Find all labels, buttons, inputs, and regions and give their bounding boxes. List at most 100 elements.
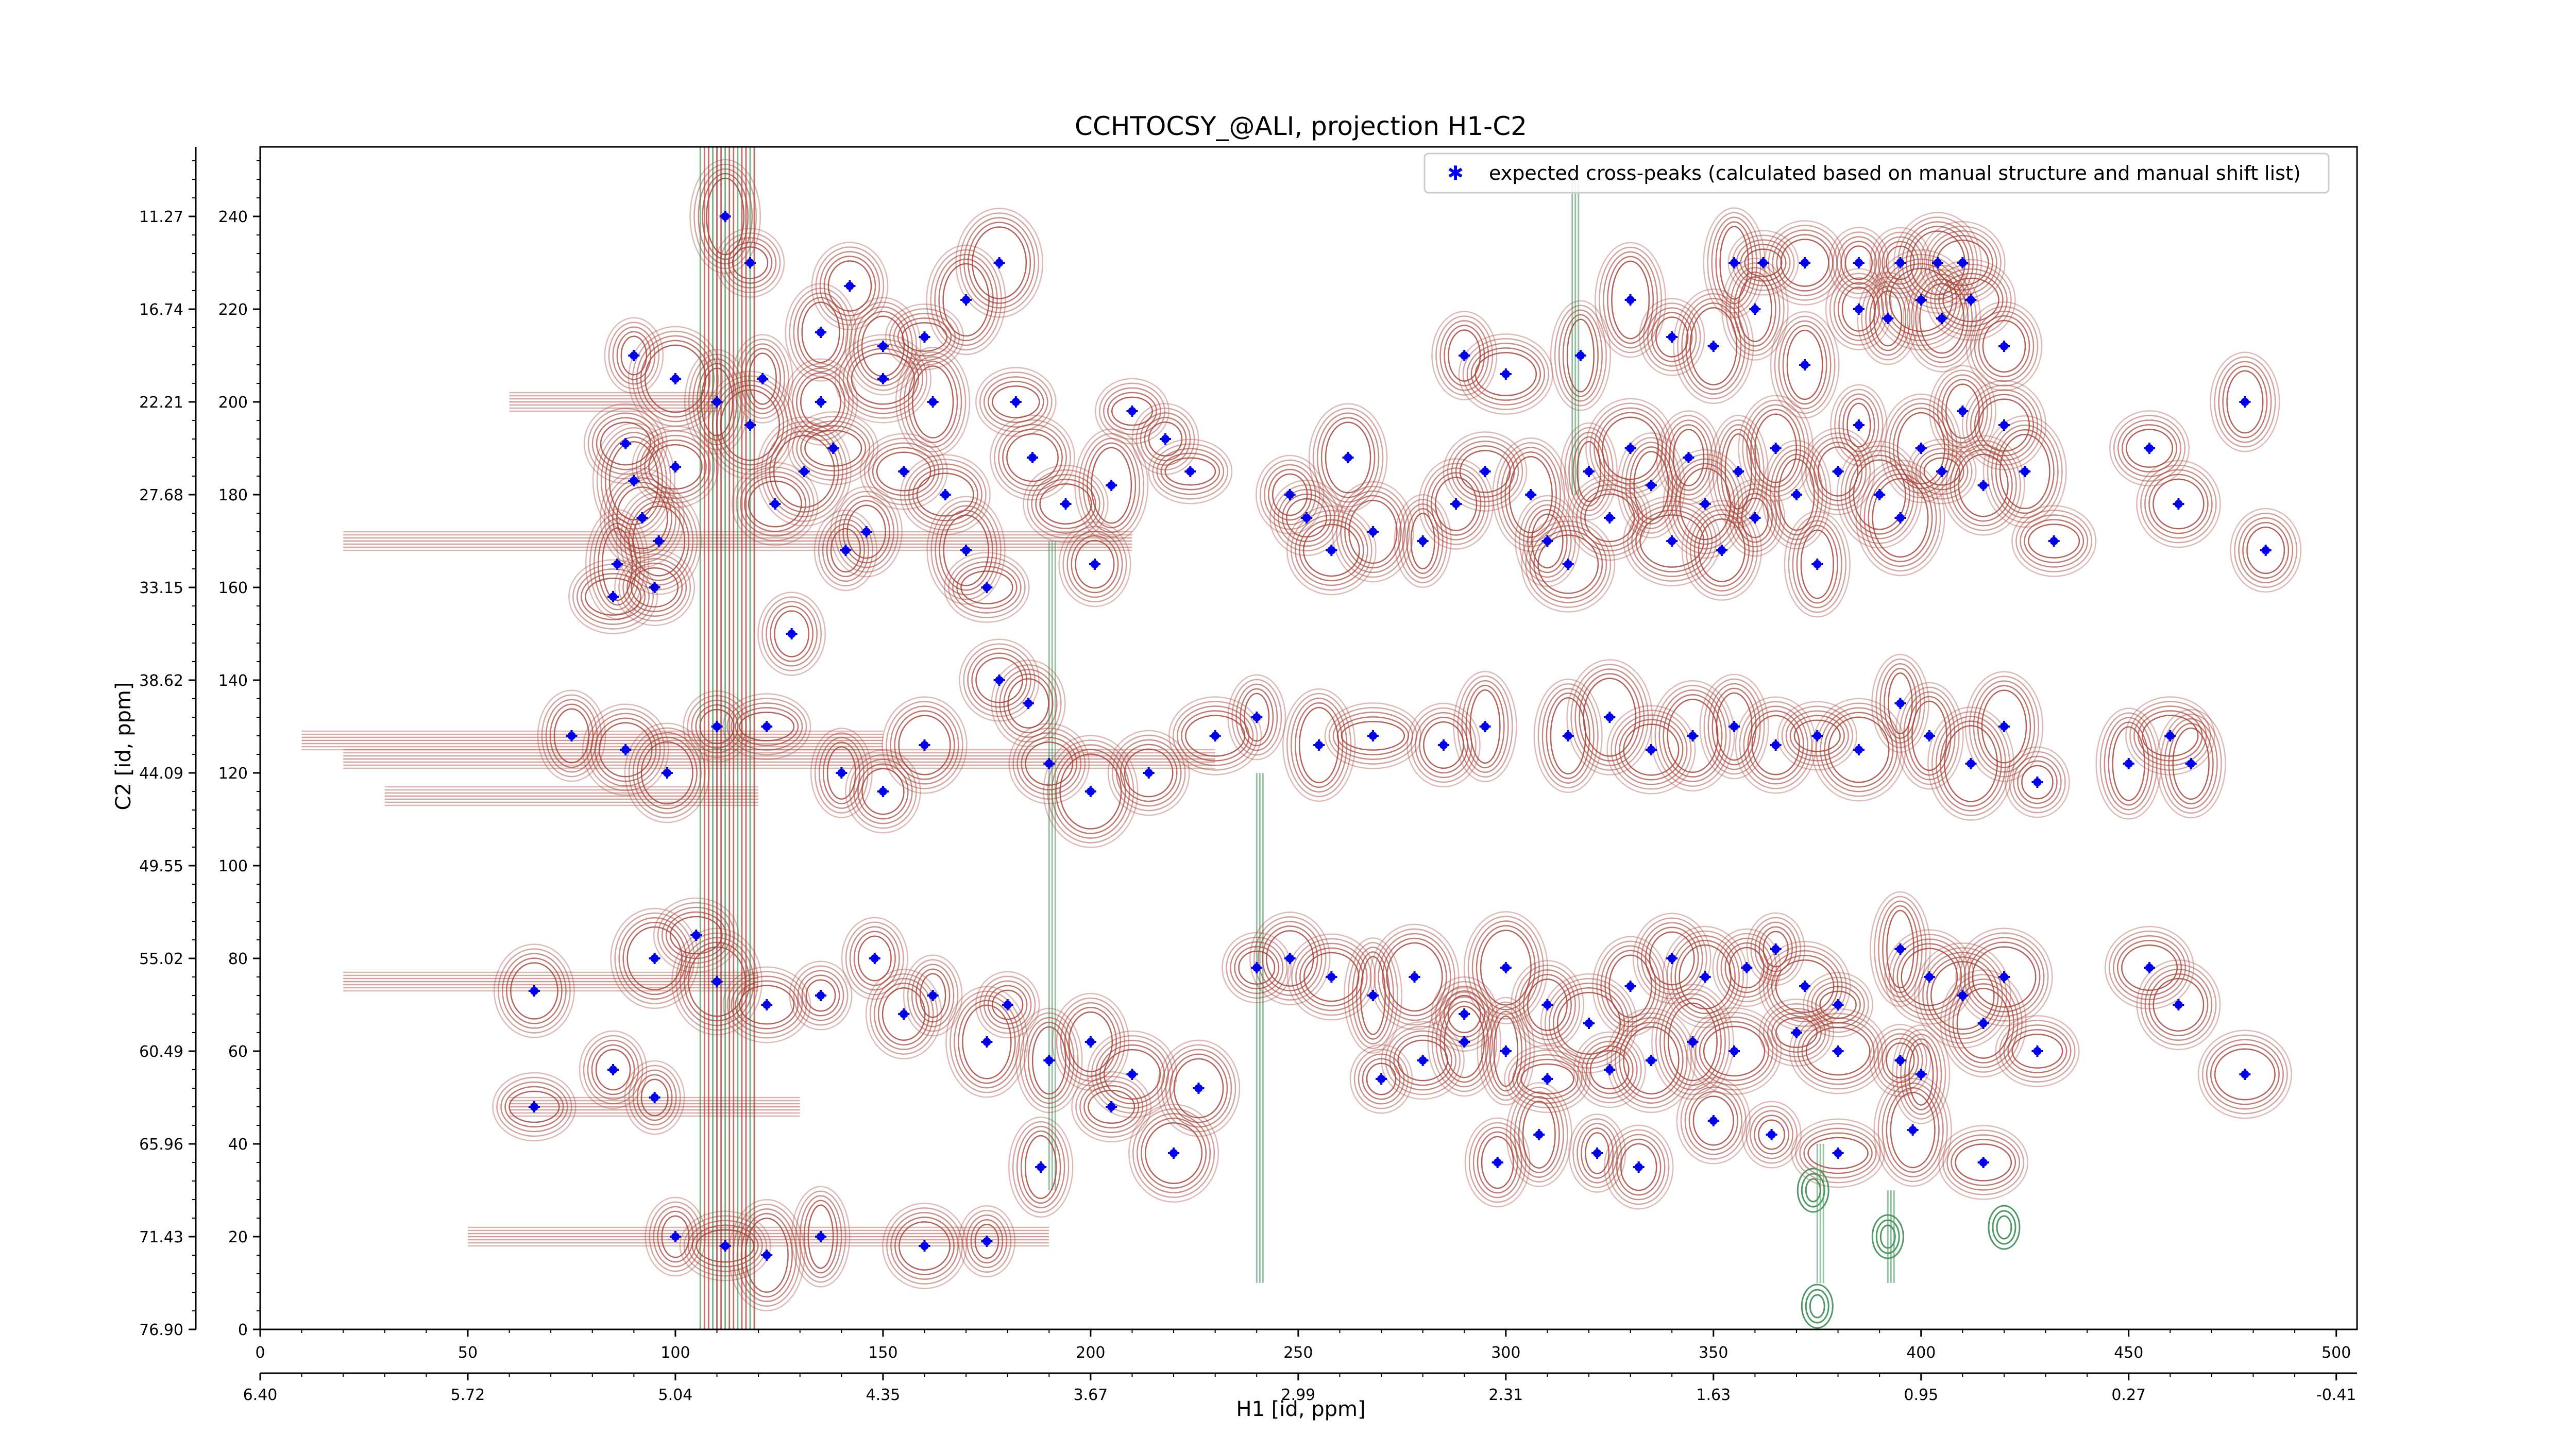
contour-blob bbox=[1560, 422, 1618, 521]
cross-peak-marker bbox=[1409, 971, 1420, 983]
contour-level bbox=[1107, 730, 1190, 816]
contour-level bbox=[1485, 1006, 1527, 1096]
contour-level bbox=[1406, 508, 1439, 574]
contour-level bbox=[1680, 1082, 1747, 1160]
cross-peak-marker bbox=[1459, 350, 1470, 361]
contour-level bbox=[631, 567, 679, 608]
contour-level bbox=[1797, 1017, 1879, 1085]
cross-peak-marker bbox=[827, 443, 839, 454]
contour-level bbox=[1444, 1005, 1485, 1078]
contour-level bbox=[963, 217, 1036, 309]
contour-level bbox=[797, 297, 844, 368]
contour-level bbox=[1358, 1053, 1405, 1105]
contour-level bbox=[1595, 242, 1667, 358]
cross-peak-marker bbox=[1957, 257, 1969, 268]
contour-level bbox=[581, 573, 646, 620]
cross-peak-marker bbox=[612, 559, 623, 570]
contour-level bbox=[1795, 1123, 1881, 1184]
contour-level bbox=[796, 420, 871, 476]
contour-level bbox=[1612, 1134, 1666, 1201]
contour-level bbox=[1240, 688, 1274, 747]
contour-level bbox=[1471, 920, 1540, 1015]
x-axis-label: H1 [id, ppm] bbox=[1236, 1397, 1365, 1421]
contour-level bbox=[1739, 701, 1812, 789]
cross-peak-marker bbox=[649, 582, 660, 593]
cross-peak-marker bbox=[1683, 452, 1694, 463]
contour-blob bbox=[1724, 479, 1786, 557]
contour-level bbox=[1257, 921, 1323, 996]
contour-level bbox=[582, 703, 669, 796]
x-tick-label: 350 bbox=[1699, 1344, 1728, 1362]
contour-level bbox=[1299, 947, 1364, 1007]
x-ppm-tick-label: -0.41 bbox=[2316, 1386, 2357, 1404]
contour-blob bbox=[728, 1199, 805, 1312]
contour-level bbox=[1606, 705, 1696, 795]
contour-level bbox=[1411, 707, 1477, 783]
contour-blob bbox=[1907, 438, 1977, 504]
contour-level bbox=[1615, 714, 1688, 785]
contour-level bbox=[1781, 705, 1853, 766]
contour-level bbox=[1035, 479, 1096, 529]
contour-level bbox=[793, 965, 849, 1026]
contour-level bbox=[744, 1217, 789, 1293]
contour-level bbox=[903, 954, 963, 1037]
contour-blob bbox=[1903, 264, 1981, 373]
contour-level bbox=[1785, 710, 1849, 762]
contour-level bbox=[1398, 499, 1448, 583]
contour-level bbox=[873, 978, 934, 1050]
cross-peak-marker bbox=[1106, 1101, 1117, 1112]
cross-peak-marker bbox=[1143, 767, 1155, 779]
contour-level bbox=[1940, 969, 2027, 1077]
contour-level bbox=[1515, 495, 1580, 587]
contour-level bbox=[842, 500, 891, 564]
contour-level bbox=[1801, 428, 1875, 515]
contour-level bbox=[1660, 415, 1717, 500]
contour-level bbox=[719, 232, 781, 293]
contour-level bbox=[945, 986, 1028, 1098]
contour-blob bbox=[492, 1072, 577, 1142]
contour-level bbox=[1694, 1016, 1774, 1086]
contour-level bbox=[2117, 939, 2182, 996]
contour-level bbox=[616, 486, 668, 549]
contour-level bbox=[1519, 499, 1576, 583]
contour-level bbox=[2242, 521, 2290, 579]
contour-level bbox=[1439, 1001, 1489, 1083]
cross-peak-marker bbox=[786, 628, 798, 639]
contour-blob bbox=[975, 367, 1057, 437]
contour-level bbox=[1332, 481, 1414, 583]
contour-level bbox=[1685, 504, 1758, 596]
cross-peak-marker bbox=[1043, 758, 1055, 769]
contour-level bbox=[845, 921, 904, 996]
contour-blob bbox=[1515, 495, 1580, 587]
contour-level bbox=[1900, 1034, 1942, 1115]
contour-blob bbox=[926, 496, 1006, 605]
contour-blob bbox=[2156, 708, 2226, 819]
contour-level bbox=[586, 708, 665, 791]
contour-level bbox=[2108, 721, 2149, 806]
contour-blob bbox=[830, 486, 903, 578]
contour-level bbox=[1148, 438, 1233, 504]
contour-level bbox=[948, 556, 1026, 618]
contour-level bbox=[1846, 402, 1871, 448]
cross-peak-marker bbox=[1894, 1055, 1906, 1066]
contour-level bbox=[2148, 474, 2209, 534]
contour-level bbox=[1737, 276, 1772, 342]
contour-level bbox=[640, 340, 711, 418]
contour-level bbox=[1775, 959, 1835, 1013]
contour-level bbox=[1716, 424, 1760, 519]
contour-level bbox=[1855, 459, 1945, 577]
contour-level bbox=[1527, 509, 1568, 573]
contour-blob bbox=[788, 411, 879, 485]
contour-blob bbox=[841, 917, 908, 1000]
contour-level bbox=[680, 937, 754, 1026]
contour-level bbox=[1777, 701, 1857, 771]
contour-level bbox=[1750, 409, 1802, 488]
cross-peak-marker bbox=[1965, 294, 1977, 306]
contour-level bbox=[911, 365, 954, 438]
cross-peak-marker bbox=[1645, 1055, 1657, 1066]
contour-blob bbox=[494, 943, 575, 1038]
contour-level bbox=[983, 376, 1048, 428]
contour-level bbox=[1940, 720, 2002, 807]
contour-level bbox=[612, 326, 656, 385]
contour-level bbox=[1308, 403, 1388, 512]
